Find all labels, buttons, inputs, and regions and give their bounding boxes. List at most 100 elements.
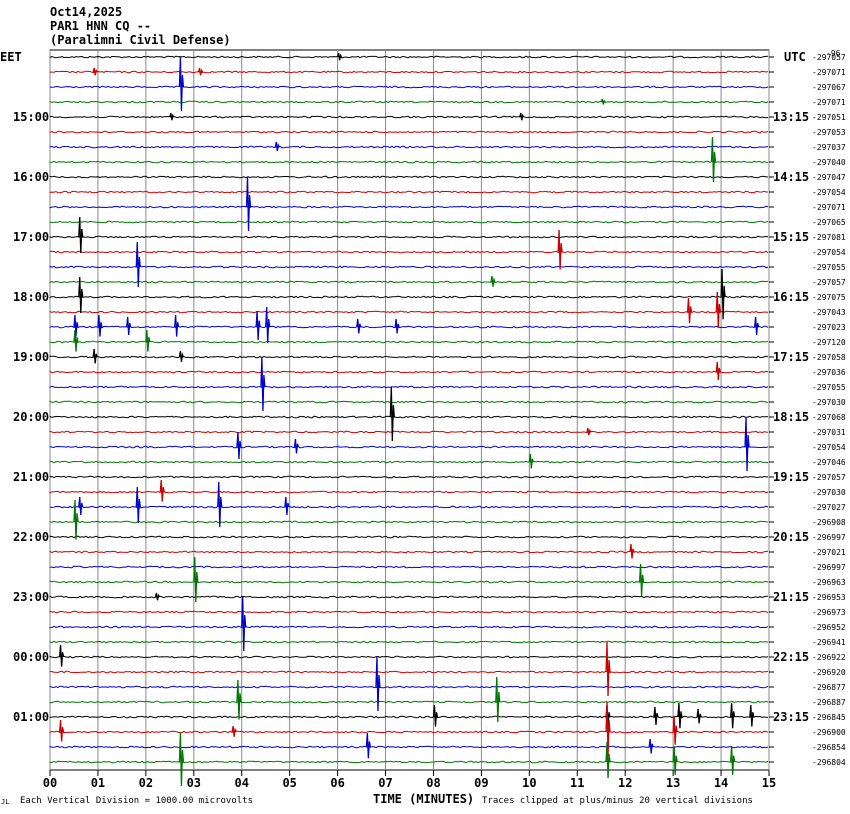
event-spike	[178, 350, 185, 362]
event-spike	[126, 316, 132, 336]
event-spike	[672, 745, 678, 775]
right-hour-label: 22:15	[773, 650, 809, 664]
trace-offset-label: -297054	[812, 443, 846, 452]
seismic-trace	[49, 655, 769, 659]
seismic-trace	[49, 325, 769, 329]
right-hour-label: 23:15	[773, 710, 809, 724]
event-spike	[78, 496, 84, 516]
seismic-trace	[49, 205, 769, 209]
event-spike	[336, 52, 343, 61]
event-spike	[135, 486, 141, 524]
right-hour-label: 20:15	[773, 530, 809, 544]
trace-offset-label: -296854	[812, 743, 846, 752]
event-spike	[730, 702, 736, 729]
trace-offset-label: -297021	[812, 548, 846, 557]
event-spike	[58, 719, 65, 742]
x-tick-label: 02	[139, 776, 153, 790]
seismic-trace	[49, 280, 769, 284]
event-spike	[586, 427, 592, 436]
right-hour-label: 18:15	[773, 410, 809, 424]
seismic-trace	[49, 310, 769, 314]
event-spike	[178, 731, 185, 787]
left-hour-label: 00:00	[13, 650, 49, 664]
event-spike	[710, 136, 717, 183]
footer-scale-note: Each Vertical Division = 1000.00 microvo…	[20, 796, 253, 806]
trace-offset-label: -297023	[812, 323, 846, 332]
left-hour-label: 15:00	[13, 110, 49, 124]
trace-offset-label: -296922	[812, 653, 846, 662]
event-spike	[236, 679, 242, 720]
right-hour-label: 21:15	[773, 590, 809, 604]
x-tick-label: 08	[426, 776, 440, 790]
trace-offset-label: -297071	[812, 203, 846, 212]
trace-offset-label: -297055	[812, 383, 846, 392]
header-site: (Paralimni Civil Defense)	[50, 33, 231, 47]
event-spike	[92, 348, 98, 364]
seismic-trace	[49, 100, 769, 104]
event-spike	[159, 479, 165, 502]
event-spike	[653, 706, 659, 726]
event-spike	[696, 708, 702, 724]
event-spike	[605, 741, 611, 779]
seismic-trace	[49, 430, 769, 434]
seismic-trace	[49, 415, 769, 419]
event-spike	[720, 268, 726, 320]
trace-offset-label: -297051	[812, 113, 846, 122]
event-spike	[78, 276, 84, 314]
seismic-trace	[49, 160, 769, 164]
left-timezone-label: EET	[0, 50, 22, 64]
trace-offset-label: -297054	[812, 188, 846, 197]
right-hour-label: 17:15	[773, 350, 809, 364]
event-spike	[73, 329, 79, 352]
trace-offset-label: -297071	[812, 98, 846, 107]
trace-offset-label: -296900	[812, 728, 846, 737]
trace-offset-label: -297027	[812, 503, 846, 512]
event-spike	[73, 499, 79, 540]
seismic-trace	[49, 730, 769, 734]
x-tick-label: 03	[187, 776, 201, 790]
right-hour-label: 13:15	[773, 110, 809, 124]
trace-offset-label: -297075	[812, 293, 846, 302]
seismic-trace	[49, 670, 769, 674]
seismic-trace	[49, 445, 769, 449]
event-spike	[217, 481, 223, 528]
x-tick-label: 15	[762, 776, 776, 790]
event-spike	[169, 112, 175, 121]
seismic-trace	[49, 460, 769, 464]
seismic-trace	[49, 700, 769, 704]
seismic-trace	[49, 535, 769, 539]
trace-offset-label: -297053	[812, 128, 846, 137]
left-hour-label: 18:00	[13, 290, 49, 304]
corner-mark: -96	[826, 49, 841, 58]
left-hour-label: 16:00	[13, 170, 49, 184]
seismic-trace	[49, 475, 769, 479]
seismic-trace	[49, 235, 769, 239]
event-spike	[135, 241, 141, 288]
event-spike	[557, 229, 563, 270]
event-spike	[749, 704, 755, 727]
trace-offset-label: -297030	[812, 398, 846, 407]
trace-offset-label: -297065	[812, 218, 846, 227]
left-hour-label: 19:00	[13, 350, 49, 364]
trace-offset-label: -296845	[812, 713, 846, 722]
event-spike	[145, 329, 151, 352]
right-hour-label: 16:15	[773, 290, 809, 304]
event-spike	[686, 297, 693, 324]
trace-offset-label: -297057	[812, 53, 846, 62]
seismic-trace	[49, 760, 769, 764]
trace-offset-label: -296804	[812, 758, 846, 767]
x-tick-label: 05	[282, 776, 296, 790]
trace-offset-label: -297081	[812, 233, 846, 242]
seismic-trace	[49, 295, 769, 299]
event-spike	[154, 592, 161, 601]
seismic-trace	[49, 400, 769, 404]
event-spike	[274, 141, 280, 152]
trace-offset-label: -297036	[812, 368, 846, 377]
left-hour-label: 17:00	[13, 230, 49, 244]
x-tick-label: 12	[618, 776, 632, 790]
seismic-trace	[49, 640, 769, 644]
seismic-trace	[49, 250, 769, 254]
left-hour-label: 23:00	[13, 590, 49, 604]
right-timezone-label: UTC	[784, 50, 806, 64]
event-spike	[389, 386, 395, 442]
